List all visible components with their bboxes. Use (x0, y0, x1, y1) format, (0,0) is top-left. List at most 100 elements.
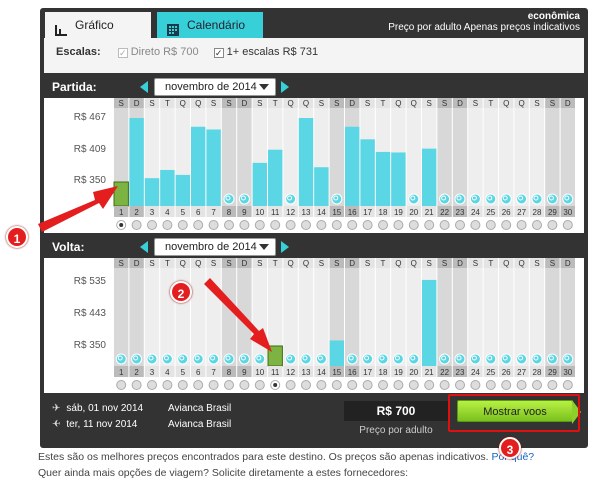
fare-class: econômica (527, 11, 580, 22)
day-radio (208, 220, 219, 230)
tab-grafico[interactable]: Gráfico (45, 12, 151, 38)
weekday-label: Q (287, 259, 293, 268)
magnifier-glyph (240, 195, 246, 201)
stops-label: Escalas: (56, 46, 101, 58)
search-price-icon (238, 353, 250, 365)
prev-month-arrow-icon[interactable] (140, 241, 148, 253)
day-radio (501, 220, 512, 230)
day-number: 30 (563, 368, 572, 377)
day-radio (331, 380, 342, 390)
weekday-header-cell (422, 98, 437, 108)
weekday-header-cell (298, 98, 314, 108)
weekday-label: D (242, 259, 248, 268)
weekday-label: Q (518, 99, 524, 108)
magnifier-glyph (348, 355, 354, 361)
price-bar (298, 118, 314, 206)
price-bar (206, 129, 221, 206)
day-radio (470, 220, 481, 230)
departure-bars-svg: S D S T Q Q S S D S T Q Q S S D S T Q Q S S D S T Q Q S S D1 2 3 4 5 6 7 8 9 1… (113, 98, 575, 230)
tab-calendario[interactable]: Calendário (157, 12, 263, 38)
weekday-label: S (442, 259, 447, 268)
weekday-label: S (319, 99, 324, 108)
day-radio (254, 380, 265, 390)
search-price-icon (500, 193, 512, 205)
day-column (529, 268, 545, 366)
outbound-segment: ✈ sáb, 01 nov 2014 Avianca Brasil (52, 403, 231, 414)
price-bar (375, 151, 391, 206)
return-month-select[interactable]: novembro de 2014 (154, 238, 276, 256)
day-radio (455, 380, 465, 390)
weekday-header-cell (437, 258, 452, 268)
weekday-header-cell (345, 258, 360, 268)
next-month-arrow-icon[interactable] (281, 81, 289, 93)
day-number: 6 (196, 368, 201, 377)
day-radio (562, 380, 573, 390)
day-radio (485, 380, 496, 390)
weekday-label: Q (411, 259, 417, 268)
day-number: 7 (211, 208, 216, 217)
stops-checkbox[interactable]: ✓ (213, 48, 224, 58)
day-column (560, 108, 575, 206)
day-radio (501, 380, 512, 390)
day-radio (532, 380, 542, 390)
day-number-cell (298, 206, 314, 217)
weekday-header-cell (129, 98, 144, 108)
day-number-cell (283, 366, 298, 377)
day-radio-dot (119, 223, 124, 227)
day-number: 9 (242, 208, 247, 217)
day-radio (270, 220, 281, 230)
day-number-cell (237, 206, 252, 217)
day-radio (331, 220, 342, 230)
day-column (406, 108, 421, 206)
day-radio (162, 380, 173, 390)
search-price-icon (546, 193, 558, 205)
search-price-icon (223, 353, 235, 365)
magnifier-glyph (487, 195, 493, 201)
day-number: 5 (181, 208, 186, 217)
weekday-header-cell (206, 98, 221, 108)
search-price-icon (562, 353, 574, 365)
return-segment: ✈ ter, 11 nov 2014 Avianca Brasil (52, 419, 231, 430)
day-number-cell (268, 366, 283, 377)
return-month-value: novembro de 2014 (165, 241, 257, 253)
weekday-label: T (273, 99, 278, 108)
day-number: 9 (242, 368, 247, 377)
day-column (545, 108, 560, 206)
day-number: 12 (286, 208, 295, 217)
price-bar (422, 148, 437, 206)
next-month-arrow-icon[interactable] (281, 241, 289, 253)
departure-month-select[interactable]: novembro de 2014 (154, 78, 276, 96)
day-radio (562, 220, 573, 230)
day-number: 1 (119, 208, 124, 217)
weekday-label: T (165, 99, 170, 108)
day-column (452, 268, 468, 366)
show-flights-button[interactable]: Mostrar voos (457, 400, 581, 424)
day-radio (408, 220, 419, 230)
day-column (499, 108, 514, 206)
weekday-header-cell (560, 258, 575, 268)
weekday-header-cell (314, 98, 329, 108)
direct-checkbox[interactable]: ✓ (117, 48, 128, 58)
weekday-label: S (257, 99, 262, 108)
day-column (468, 108, 483, 206)
y-tick-label: R$ 350 (73, 175, 106, 186)
search-price-icon (516, 193, 528, 205)
magnifier-glyph (287, 195, 293, 201)
day-radio (193, 380, 204, 390)
price-bar (345, 126, 360, 206)
magnifier-glyph (317, 355, 323, 361)
day-radio (516, 220, 527, 230)
direct-option[interactable]: ✓ Direto R$ 700 (117, 46, 202, 58)
weekday-label: S (149, 99, 154, 108)
weekday-label: Q (395, 99, 401, 108)
prev-month-arrow-icon[interactable] (140, 81, 148, 93)
return-header: Volta: novembro de 2014 (44, 236, 584, 258)
tab-grafico-label: Gráfico (75, 18, 114, 32)
day-column (499, 268, 514, 366)
search-price-icon (408, 193, 420, 205)
day-number-cell (191, 366, 206, 377)
day-number-cell (221, 366, 237, 377)
magnifier-glyph (533, 195, 539, 201)
day-radio (224, 380, 234, 390)
stops-option[interactable]: ✓ 1+ escalas R$ 731 (213, 46, 318, 58)
